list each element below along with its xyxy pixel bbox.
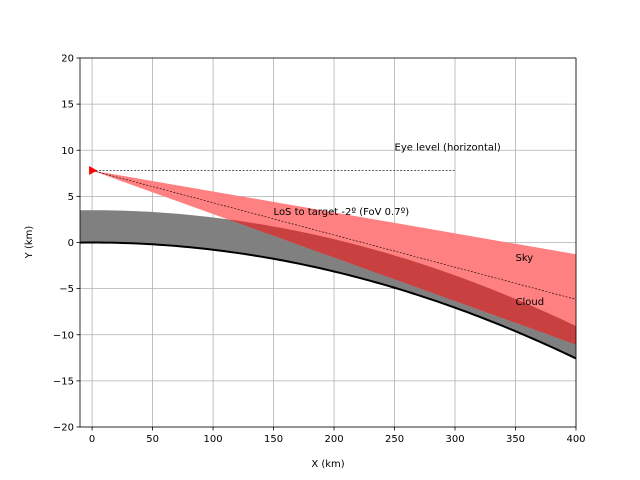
x-tick-label: 0 [89,434,95,445]
x-tick-label: 200 [325,434,344,445]
y-axis: −20 −15 −10 −5 0 5 10 15 20 [53,54,80,434]
x-tick-label: 150 [264,434,283,445]
x-tick-label: 300 [445,434,464,445]
y-tick-label: 10 [61,146,74,157]
y-tick-label: −15 [53,376,74,387]
annotation-cloud: Cloud [516,297,545,308]
y-tick-label: −20 [53,423,74,434]
annotation-sky: Sky [516,253,534,264]
annotation-eye-level: Eye level (horizontal) [395,142,501,153]
y-tick-label: 15 [61,100,74,111]
cloud-band [80,210,576,359]
fov-in-cloud [230,219,576,345]
x-tick-label: 400 [566,434,585,445]
x-tick-label: 350 [506,434,525,445]
x-axis-label: X (km) [311,459,344,470]
y-tick-label: 20 [61,54,74,65]
observer-marker [89,166,98,176]
x-axis: 0 50 100 150 200 250 300 350 400 [89,427,586,445]
x-tick-label: 250 [385,434,404,445]
los-line [92,170,576,300]
y-tick-label: 5 [68,192,74,203]
ground-curve [80,241,576,360]
y-tick-label: −5 [59,284,74,295]
y-tick-label: −10 [53,330,74,341]
annotation-los: LoS to target -2º (FoV 0.7º) [274,207,410,218]
x-tick-label: 50 [146,434,159,445]
y-axis-label: Y (km) [24,226,35,260]
x-tick-label: 100 [204,434,223,445]
y-tick-label: 0 [68,238,74,249]
